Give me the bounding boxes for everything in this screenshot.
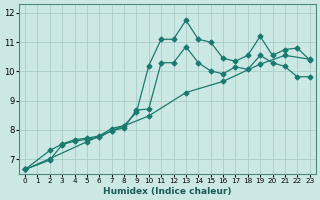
X-axis label: Humidex (Indice chaleur): Humidex (Indice chaleur) <box>103 187 232 196</box>
